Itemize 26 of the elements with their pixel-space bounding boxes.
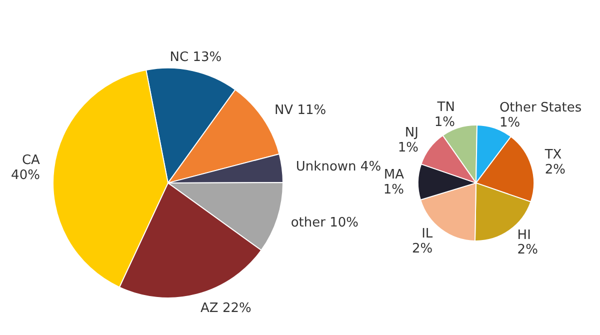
data-label: 22%	[222, 300, 252, 316]
data-label: 40%	[11, 168, 40, 183]
slice-label: NV	[274, 102, 294, 118]
data-label: 2%	[517, 242, 538, 258]
slice-label: IL	[422, 226, 434, 241]
slice-label: Other States	[499, 100, 582, 116]
slice-label: Unknown	[296, 158, 356, 174]
slice-label: CA	[22, 152, 40, 168]
data-label: 10%	[330, 214, 359, 230]
data-label: 1%	[434, 114, 455, 130]
data-label: 2%	[412, 240, 433, 256]
slice-label: NC	[170, 49, 189, 64]
data-label: 11%	[297, 102, 326, 118]
slice-label: MA	[384, 167, 404, 182]
slice-label: TN	[436, 99, 455, 114]
slice-label: other	[290, 214, 326, 230]
data-label: 4%	[360, 158, 382, 174]
slice-label: NJ	[404, 124, 418, 140]
slice-label: HI	[517, 227, 531, 242]
data-label: 1%	[383, 182, 404, 197]
slice-label: TX	[544, 147, 562, 162]
data-label: 2%	[544, 162, 566, 178]
data-label: 13%	[192, 49, 222, 64]
slice-label: AZ	[200, 300, 218, 316]
data-label: 1%	[499, 115, 520, 130]
data-label: 1%	[398, 140, 418, 155]
